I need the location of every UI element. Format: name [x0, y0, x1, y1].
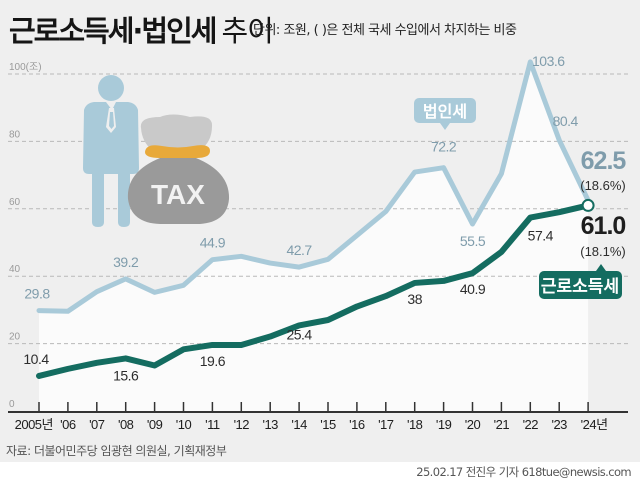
x-tick-label: '17: [378, 417, 394, 432]
legend-label-corporate: 법인세: [423, 102, 467, 121]
businessman-icon: [83, 75, 139, 227]
tax-bag-icon: TAX: [127, 114, 230, 224]
y-tick-label: 60: [9, 197, 21, 208]
series-line-labor-income-tax: [36, 202, 592, 379]
y-tick-label: 0: [9, 399, 15, 410]
x-tick-label: '14: [291, 417, 307, 432]
final-share-corporate: (18.6%): [580, 178, 626, 193]
final-share-labor: (18.1%): [580, 244, 626, 259]
x-axis-ticks: [38, 402, 589, 412]
y-tick-label: 100(조): [9, 62, 42, 73]
data-label-labor: 10.4: [23, 351, 49, 367]
y-axis-labels: 0 20 40 60 80 100(조): [9, 62, 42, 410]
data-label-corporate: 72.2: [431, 139, 457, 155]
source-note: 자료: 더불어민주당 임광현 의원실, 기획재정부: [6, 444, 227, 458]
final-value-labor: 61.0: [581, 212, 626, 240]
x-tick-label: '06: [60, 417, 76, 432]
title-main: 근로소득세·법인세: [9, 14, 217, 48]
x-tick-label: '22: [523, 417, 539, 432]
x-tick-label: '11: [205, 417, 220, 432]
x-tick-label: '12: [234, 417, 250, 432]
x-tick-label: 2005년: [15, 417, 53, 432]
data-label-corporate: 39.2: [113, 254, 139, 270]
data-label-labor: 40.9: [460, 281, 486, 297]
legend-badge-corporate: 법인세: [414, 98, 476, 130]
x-tick-label: '10: [176, 417, 192, 432]
final-value-corporate: 62.5: [581, 147, 627, 175]
y-tick-label: 80: [9, 129, 21, 140]
y-tick-label: 20: [9, 332, 21, 343]
end-point-marker: [581, 198, 595, 212]
data-label-corporate: 44.9: [200, 235, 226, 251]
x-tick-label: '09: [147, 417, 163, 432]
unit-note: 단위: 조원, ( )은 전체 국세 수입에서 차지하는 비중: [253, 23, 517, 38]
data-label-corporate: 103.6: [532, 53, 565, 69]
x-tick-label: '18: [407, 417, 423, 432]
tax-bag-label: TAX: [151, 179, 205, 210]
x-tick-label: '19: [436, 417, 452, 432]
x-tick-label: '13: [262, 417, 278, 432]
title-suffix: 추이: [221, 14, 273, 48]
legend-label-labor: 근로소득세: [541, 277, 619, 297]
page-title: 근로소득세·법인세 추이: [9, 8, 274, 50]
x-tick-label: '15: [320, 417, 336, 432]
data-label-labor: 15.6: [113, 367, 139, 383]
data-label-corporate: 29.8: [24, 286, 50, 302]
data-label-corporate: 42.7: [286, 242, 312, 258]
plot-area-fill: [39, 61, 589, 411]
x-tick-label: '08: [118, 417, 134, 432]
legend-badge-labor: 근로소득세: [539, 264, 622, 299]
data-labels: 29.8 39.2 44.9 42.7 72.2 55.5 103.6 80.4 10.4 15.…: [23, 53, 579, 384]
data-label-labor: 57.4: [528, 228, 554, 244]
data-label-corporate: 55.5: [460, 233, 486, 249]
x-tick-label: '24년: [581, 417, 608, 432]
x-tick-label: '20: [465, 417, 481, 432]
data-label-corporate: 80.4: [553, 113, 579, 129]
x-tick-label: '23: [551, 417, 567, 432]
series-line-corporate-tax: [36, 59, 591, 314]
data-label-labor: 19.6: [200, 353, 226, 369]
x-tick-label: '07: [89, 417, 105, 432]
data-label-labor: 25.4: [286, 326, 312, 342]
x-axis-labels: 2005년 '06 '07 '08 '09 '10 '11 '12 '13 '14 '15 '16 '1…: [15, 417, 608, 432]
data-label-labor: 38: [407, 291, 422, 307]
x-tick-label: '21: [494, 417, 510, 432]
gridlines: [8, 73, 628, 345]
x-tick-label: '16: [349, 417, 365, 432]
y-tick-label: 40: [9, 264, 21, 275]
line-chart: 0 20 40 60 80 100(조) TAX 29.8 39.2 44.9 42.7 72.2…: [8, 53, 628, 432]
credit-line: 25.02.17 전진우 기자 618tue@newsis.com: [416, 465, 631, 479]
